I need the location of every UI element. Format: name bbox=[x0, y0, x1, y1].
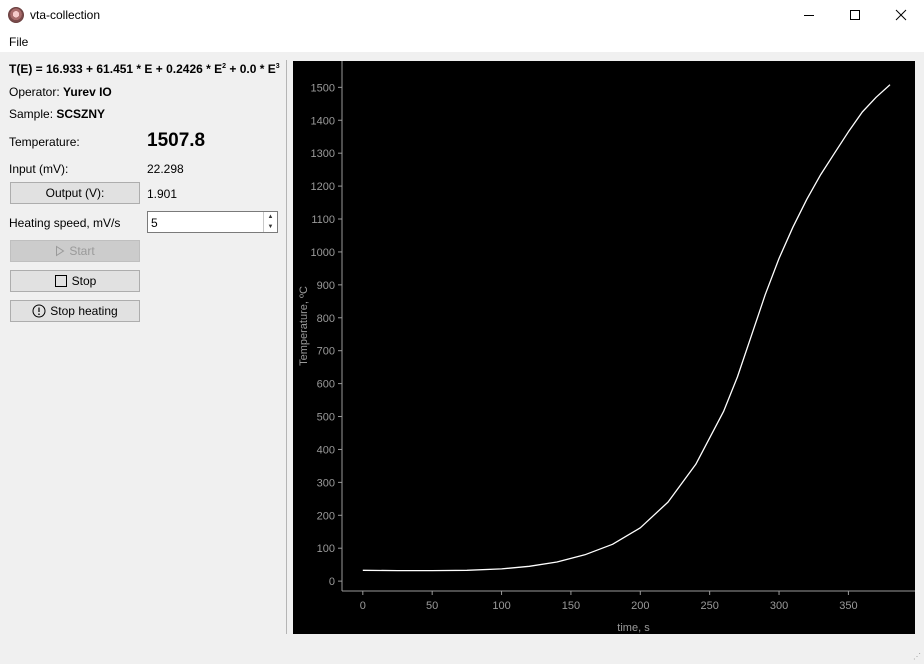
y-tick-label: 700 bbox=[317, 346, 335, 358]
temperature-series-line bbox=[362, 84, 891, 572]
spin-down-icon[interactable]: ▼ bbox=[267, 224, 274, 230]
y-tick-label: 500 bbox=[317, 412, 335, 424]
menu-bar: File bbox=[0, 30, 924, 52]
y-tick-label: 1500 bbox=[311, 82, 335, 94]
x-tick-label: 300 bbox=[770, 600, 788, 612]
y-tick-label: 200 bbox=[317, 510, 335, 522]
input-label: Input (mV): bbox=[9, 162, 69, 176]
output-button-label: Output (V): bbox=[45, 186, 105, 200]
warning-icon bbox=[32, 304, 46, 318]
formula-text: T(E) = 16.933 + 61.451 * E + 0.2426 * E bbox=[9, 62, 223, 76]
formula-text: + 0.0 * E bbox=[226, 62, 276, 76]
minimize-button[interactable] bbox=[786, 0, 832, 30]
x-tick-label: 50 bbox=[426, 600, 438, 612]
operator-value: Yurev IO bbox=[63, 85, 112, 99]
y-axis-label: Temperature, ºC bbox=[298, 286, 310, 366]
y-tick-label: 1200 bbox=[311, 181, 335, 193]
menu-file[interactable]: File bbox=[9, 35, 29, 49]
y-tick-label: 600 bbox=[317, 379, 335, 391]
y-tick-label: 300 bbox=[317, 477, 335, 489]
calibration-formula: T(E) = 16.933 + 61.451 * E + 0.2426 * E2… bbox=[9, 62, 280, 76]
size-grip[interactable]: ⋰ bbox=[913, 652, 921, 661]
operator-label: Operator: bbox=[9, 85, 60, 99]
y-tick-label: 100 bbox=[317, 543, 335, 555]
start-button[interactable]: Start bbox=[10, 240, 140, 262]
y-tick-label: 1400 bbox=[311, 115, 335, 127]
x-tick-label: 0 bbox=[360, 600, 366, 612]
operator-line: Operator: Yurev IO bbox=[9, 85, 112, 99]
play-icon bbox=[56, 245, 65, 257]
heating-speed-spinbox[interactable]: 5 ▲ ▼ bbox=[147, 211, 278, 233]
stop-heating-button[interactable]: Stop heating bbox=[10, 300, 140, 322]
heating-speed-label: Heating speed, mV/s bbox=[9, 216, 121, 230]
start-label: Start bbox=[69, 244, 95, 258]
output-button[interactable]: Output (V): bbox=[10, 182, 140, 204]
y-tick-label: 1100 bbox=[311, 214, 335, 226]
maximize-button[interactable] bbox=[832, 0, 878, 30]
stop-heating-label: Stop heating bbox=[50, 304, 118, 318]
control-panel: T(E) = 16.933 + 61.451 * E + 0.2426 * E2… bbox=[0, 52, 284, 635]
minimize-icon bbox=[804, 15, 814, 16]
stop-button[interactable]: Stop bbox=[10, 270, 140, 292]
x-tick-label: 100 bbox=[492, 600, 510, 612]
splitter[interactable] bbox=[286, 60, 287, 634]
window-title: vta-collection bbox=[30, 8, 101, 22]
sample-label: Sample: bbox=[9, 107, 54, 121]
formula-exponent: 3 bbox=[275, 63, 280, 70]
x-tick-label: 200 bbox=[631, 600, 649, 612]
input-value: 22.298 bbox=[147, 162, 184, 176]
sample-line: Sample: SCSZNY bbox=[9, 107, 105, 121]
sample-value: SCSZNY bbox=[56, 107, 106, 121]
y-tick-label: 400 bbox=[317, 444, 335, 456]
output-value: 1.901 bbox=[147, 187, 178, 201]
stop-icon bbox=[54, 275, 67, 287]
temperature-label: Temperature: bbox=[9, 135, 80, 149]
temperature-value: 1507.8 bbox=[147, 130, 206, 151]
app-icon bbox=[8, 7, 24, 23]
stop-label: Stop bbox=[71, 274, 97, 288]
x-tick-label: 350 bbox=[839, 600, 857, 612]
spin-up-icon[interactable]: ▲ bbox=[267, 214, 274, 220]
title-bar: vta-collection bbox=[0, 0, 924, 30]
spin-arrows: ▲ ▼ bbox=[263, 212, 277, 232]
x-tick-label: 150 bbox=[562, 600, 580, 612]
x-axis-label: time, s bbox=[617, 622, 650, 634]
close-button[interactable] bbox=[878, 0, 924, 30]
y-tick-label: 1300 bbox=[311, 148, 335, 160]
close-icon bbox=[895, 9, 907, 21]
formula-exponent: 2 bbox=[222, 63, 227, 70]
maximize-icon bbox=[850, 10, 860, 20]
plot-canvas: 0100200300400500600700800900100011001200… bbox=[298, 61, 915, 634]
temperature-plot[interactable]: 0 100 200 300 400 500 600 700 800 900 1000 1100 1200… bbox=[293, 61, 915, 634]
heating-speed-value: 5 bbox=[151, 216, 158, 230]
y-tick-label: 900 bbox=[317, 280, 335, 292]
y-tick-label: 800 bbox=[317, 313, 335, 325]
x-tick-label: 250 bbox=[700, 600, 718, 612]
y-tick-label: 0 bbox=[329, 576, 335, 588]
y-tick-label: 1000 bbox=[311, 247, 335, 259]
